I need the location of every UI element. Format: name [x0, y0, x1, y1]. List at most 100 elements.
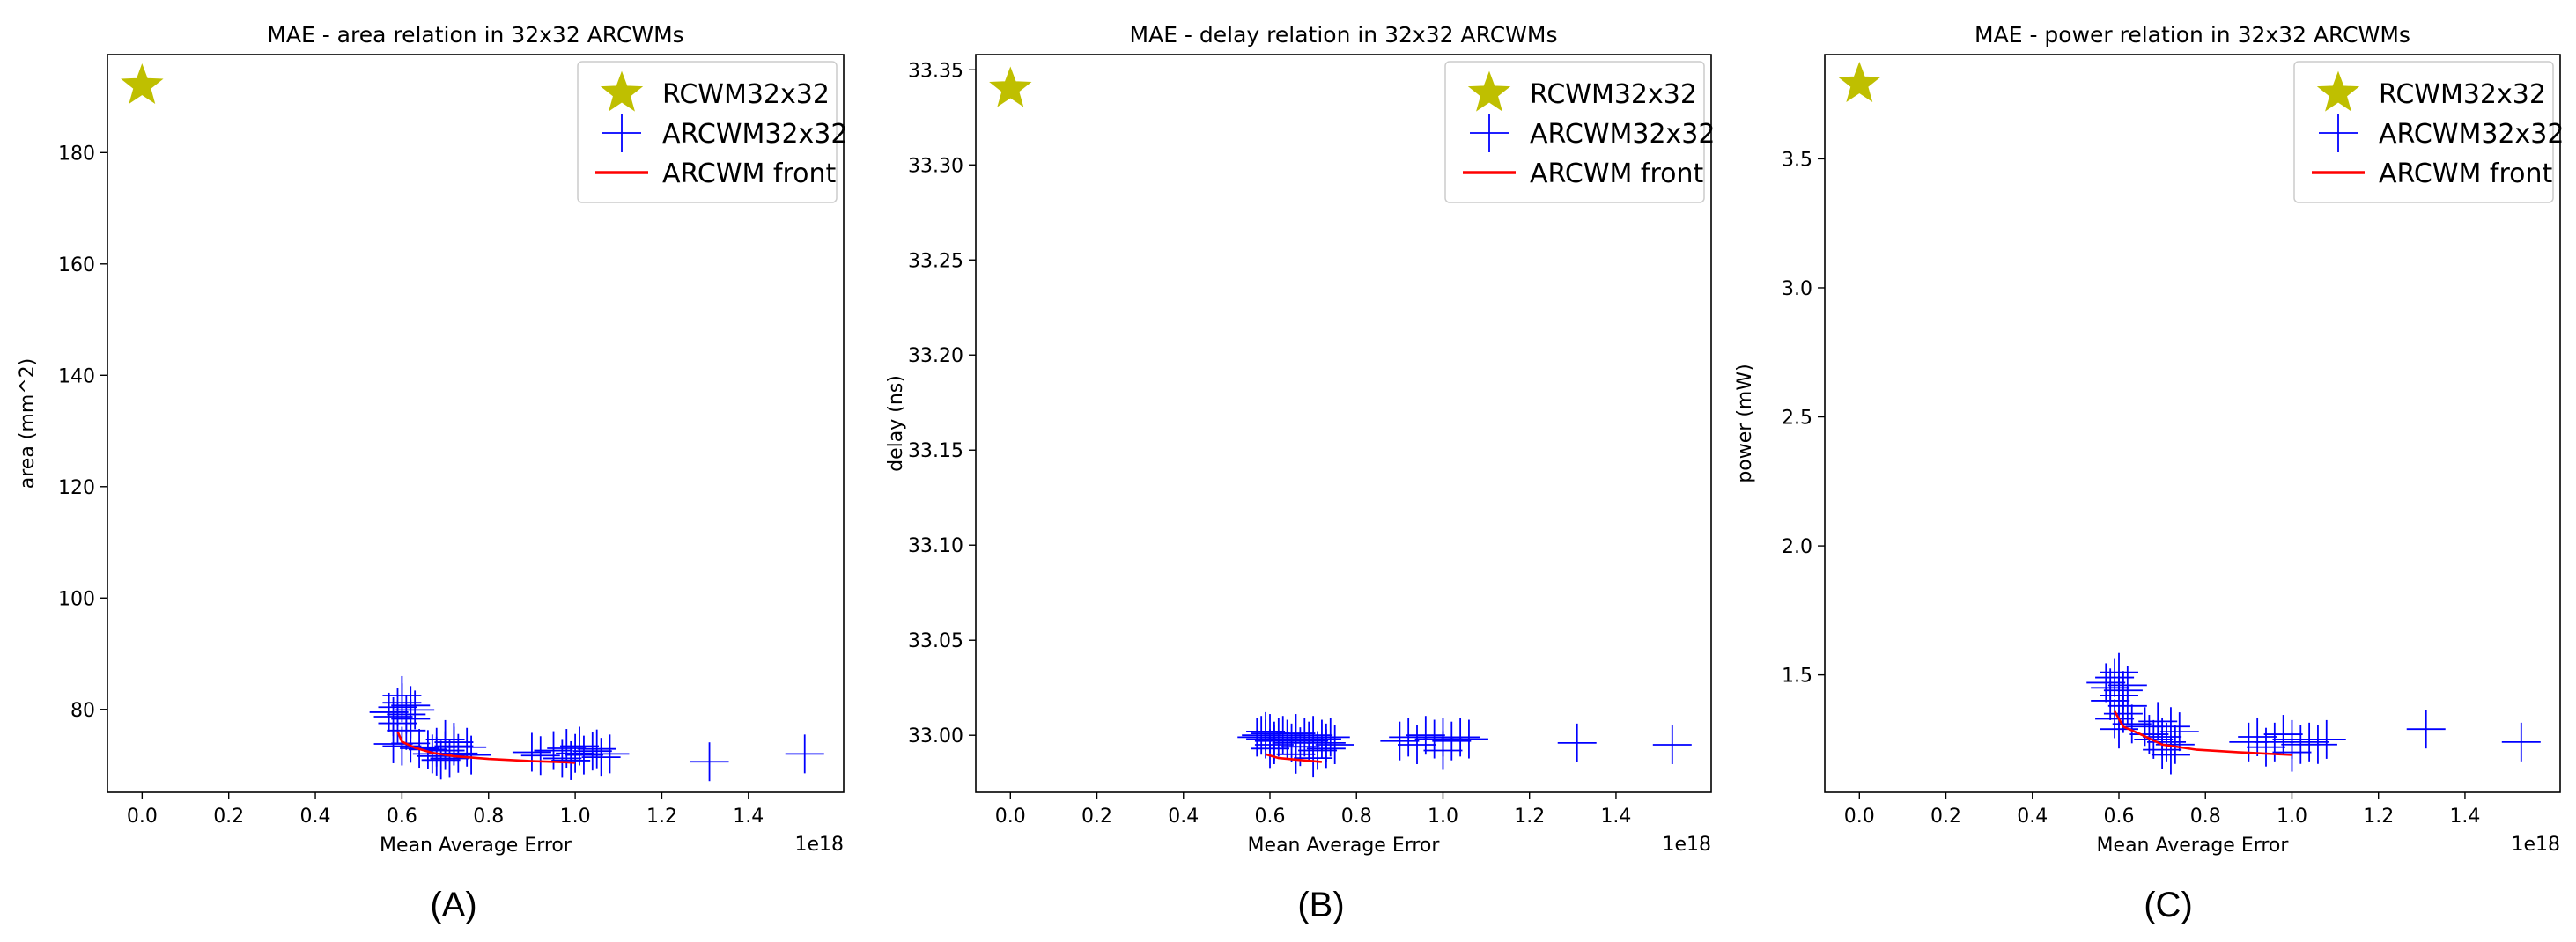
y-tick-label: 80 — [70, 700, 95, 722]
legend-star-icon — [600, 70, 644, 112]
legend-plus-icon — [602, 114, 641, 152]
data-point — [2406, 710, 2446, 749]
data-point — [581, 738, 621, 777]
x-tick-label: 1.0 — [560, 806, 591, 828]
series-arcwm32x32 — [2086, 652, 2541, 775]
pareto-front-line — [396, 731, 576, 764]
series-arcwm-front — [1265, 753, 1323, 763]
x-offset-text: 1e18 — [794, 834, 844, 856]
chart-panel-1: MAE - area relation in 32x32 ARCWMs 0.0 0.… — [17, 22, 847, 924]
legend-label: ARCWM32x32 — [2379, 119, 2564, 150]
legend-label: ARCWM front — [662, 158, 837, 189]
legend-box — [1444, 61, 1705, 203]
data-point — [2100, 676, 2138, 716]
data-point — [382, 726, 422, 766]
data-point — [1414, 719, 1454, 759]
data-point — [512, 732, 551, 772]
y-tick-label: 33.10 — [908, 535, 963, 557]
y-tick-label: 33.00 — [908, 725, 963, 747]
data-point — [785, 734, 824, 774]
data-point — [1310, 718, 1350, 757]
x-tick-label: 1.4 — [2449, 806, 2480, 828]
data-point — [556, 733, 595, 773]
legend-label: RCWM32x32 — [2379, 79, 2546, 110]
pareto-front-line — [2113, 710, 2292, 756]
y-axis-label: area (mm^2) — [17, 358, 39, 489]
x-tick-label: 0.6 — [387, 806, 417, 828]
data-point — [1306, 729, 1346, 769]
data-point — [2095, 699, 2135, 739]
y-tick-label: 33.25 — [908, 250, 963, 272]
y-tick-label: 33.30 — [908, 155, 963, 177]
data-point — [690, 742, 729, 782]
pareto-front-line — [1265, 753, 1323, 763]
data-point — [1276, 734, 1316, 774]
chart-title: MAE - area relation in 32x32 ARCWMs — [267, 22, 683, 48]
chart-panel-3: MAE - power relation in 32x32 ARCWMs 0.0 0… — [1734, 22, 2564, 924]
x-tick-label: 1.4 — [733, 806, 764, 828]
x-axis-label: Mean Average Error — [1248, 835, 1441, 857]
series-rcwm32x32 — [1838, 61, 1881, 102]
data-point — [2143, 730, 2182, 769]
y-tick-label: 3.0 — [1782, 278, 1812, 300]
y-axis-label: delay (ns) — [885, 375, 907, 472]
chart-title: MAE - power relation in 32x32 ARCWMs — [1974, 22, 2410, 48]
x-tick-label: 0.2 — [213, 806, 244, 828]
data-point — [577, 729, 616, 769]
data-point — [1557, 723, 1597, 762]
series-arcwm32x32 — [369, 675, 824, 782]
x-tick-label: 0.6 — [1255, 806, 1286, 828]
series-rcwm32x32 — [989, 66, 1032, 107]
data-point — [1423, 731, 1463, 770]
x-axis-label: Mean Average Error — [380, 835, 572, 857]
y-tick-label: 2.5 — [1782, 408, 1812, 430]
x-axis-label: Mean Average Error — [2097, 835, 2290, 857]
y-tick-label: 120 — [58, 477, 95, 499]
data-point — [2307, 719, 2346, 759]
panel-caption: (C) — [2144, 886, 2193, 924]
y-axis-label: power (mW) — [1734, 364, 1756, 482]
x-tick-label: 0.4 — [300, 806, 331, 828]
series-rcwm32x32 — [121, 63, 164, 104]
x-tick-label: 0.8 — [473, 806, 504, 828]
legend-box — [2293, 61, 2554, 203]
data-point — [2501, 722, 2541, 762]
x-tick-label: 0.6 — [2104, 806, 2135, 828]
series-arcwm-front — [2113, 710, 2292, 756]
x-tick-label: 1.0 — [1428, 806, 1458, 828]
data-point — [1398, 725, 1436, 765]
y-tick-label: 180 — [58, 143, 95, 165]
y-tick-label: 140 — [58, 365, 95, 387]
chart-panel-2: MAE - delay relation in 32x32 ARCWMs 0.0 0… — [885, 22, 1715, 924]
y-tick-label: 33.05 — [908, 630, 963, 652]
data-point — [551, 740, 591, 780]
legend: RCWM32x32 ARCWM32x32 ARCWM front — [577, 61, 847, 203]
data-point — [2159, 712, 2199, 752]
x-tick-label: 1.0 — [2277, 806, 2307, 828]
data-point — [391, 724, 431, 763]
x-tick-label: 0.8 — [2190, 806, 2221, 828]
x-tick-label: 1.2 — [646, 806, 677, 828]
legend-box — [577, 61, 838, 203]
legend-plus-icon — [1470, 114, 1509, 152]
x-offset-text: 1e18 — [1662, 834, 1711, 856]
panel-caption: (B) — [1297, 886, 1344, 924]
y-tick-label: 100 — [58, 588, 95, 610]
y-tick-label: 33.20 — [908, 345, 963, 367]
x-tick-label: 0.8 — [1341, 806, 1372, 828]
legend-label: RCWM32x32 — [1530, 79, 1697, 110]
data-point — [2151, 735, 2190, 775]
x-offset-text: 1e18 — [2511, 834, 2560, 856]
x-tick-label: 0.0 — [995, 806, 1026, 828]
legend-label: ARCWM front — [2379, 158, 2553, 189]
x-tick-label: 0.2 — [1930, 806, 1961, 828]
x-tick-label: 0.2 — [1081, 806, 1112, 828]
data-point — [1449, 719, 1488, 759]
x-tick-label: 0.4 — [2017, 806, 2048, 828]
y-tick-label: 1.5 — [1782, 666, 1812, 688]
y-tick-label: 33.15 — [908, 440, 963, 462]
legend-label: RCWM32x32 — [662, 79, 830, 110]
legend-label: ARCWM front — [1530, 158, 1704, 189]
legend: RCWM32x32 ARCWM32x32 ARCWM front — [2293, 61, 2564, 203]
